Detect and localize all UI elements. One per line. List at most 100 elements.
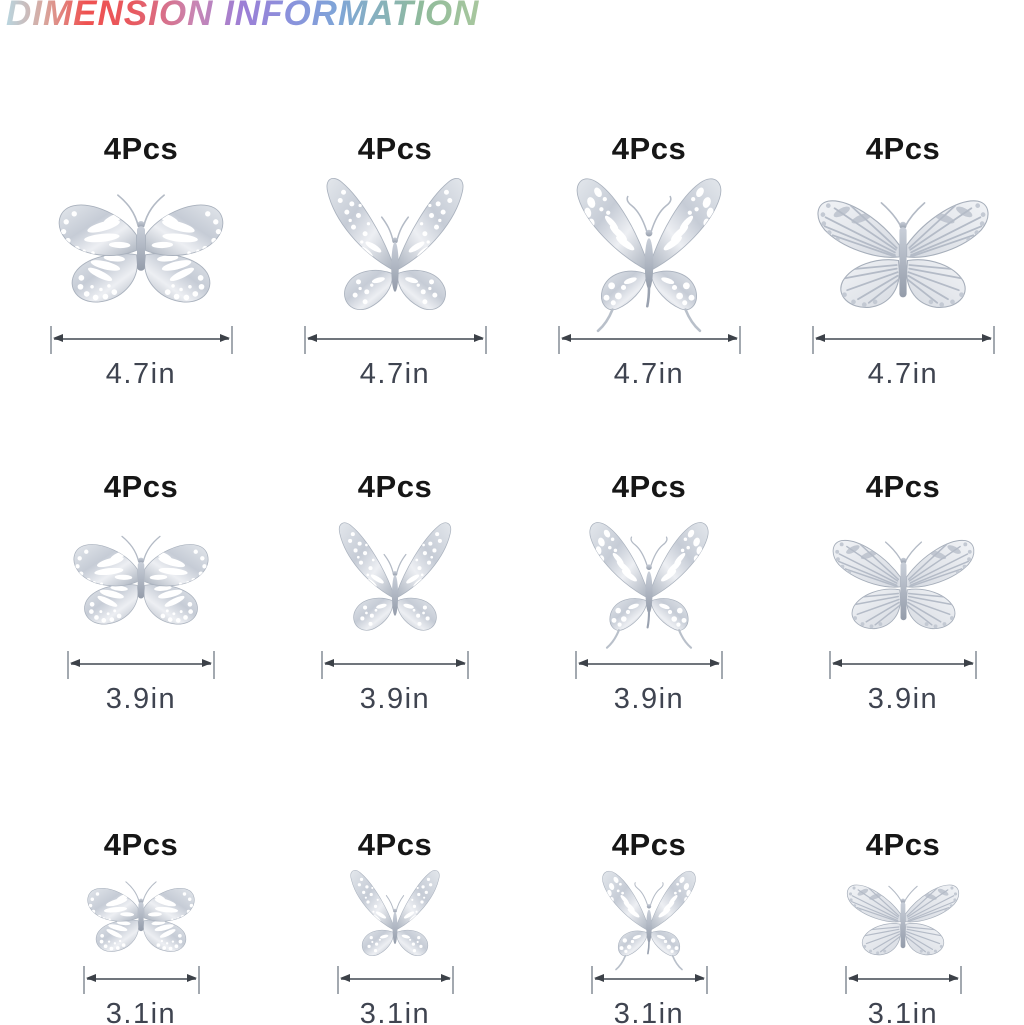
dimension-arrow — [82, 966, 200, 994]
arrow-end-bar-left — [67, 651, 69, 679]
arrow-line — [307, 338, 483, 340]
pcs-count-label: 4Pcs — [865, 469, 941, 504]
product-cell: 4Pcs 4.7in — [522, 132, 776, 391]
arrow-head-right-icon — [727, 334, 738, 342]
arrow-line — [86, 978, 196, 980]
product-cell: 4Pcs 3.1in — [522, 828, 776, 1025]
pcs-count-label: 4Pcs — [611, 827, 687, 862]
dimension-arrow — [49, 326, 233, 354]
arrow-line — [848, 978, 958, 980]
pcs-count-label: 4Pcs — [103, 469, 179, 504]
arrow-end-bar-left — [844, 966, 847, 994]
size-label: 3.1in — [613, 998, 685, 1025]
butterfly-image — [594, 864, 704, 966]
butterfly-image — [327, 506, 463, 651]
size-row-3-1in: 4Pcs 3.1in 4Pcs — [14, 828, 1024, 1025]
dimension-arrow — [575, 651, 723, 679]
arrow-end-bar-right — [959, 966, 962, 994]
product-cell: 4Pcs 3.9in — [14, 470, 268, 716]
arrow-end-bar-right — [975, 651, 977, 679]
product-cell: 4Pcs 3.9in — [268, 470, 522, 716]
dimension-arrow — [557, 326, 741, 354]
arrow-head-right-icon — [186, 974, 197, 982]
arrow-head-right-icon — [440, 974, 451, 982]
arrow-head-left-icon — [578, 659, 588, 667]
arrow-line — [71, 663, 211, 665]
pcs-count-label: 4Pcs — [865, 827, 941, 862]
arrow-line — [594, 978, 704, 980]
arrow-head-left-icon — [593, 974, 604, 982]
product-cell: 4Pcs 3.9in — [522, 470, 776, 716]
butterfly-image — [52, 168, 230, 326]
arrow-head-right-icon — [948, 974, 959, 982]
arrow-head-left-icon — [339, 974, 350, 982]
upswept-lace-butterfly-icon — [327, 511, 463, 647]
arrow-end-bar-right — [992, 326, 995, 354]
wide-veined-butterfly-icon — [844, 868, 962, 962]
size-label: 3.1in — [867, 998, 939, 1025]
arrow-line — [833, 663, 973, 665]
pcs-count-label: 4Pcs — [357, 827, 433, 862]
pcs-count-label: 4Pcs — [103, 827, 179, 862]
arrow-head-right-icon — [710, 659, 720, 667]
arrow-head-right-icon — [473, 334, 484, 342]
arrow-head-right-icon — [964, 659, 974, 667]
product-cell: 4Pcs 3.9in — [776, 470, 1024, 716]
wide-veined-butterfly-icon — [829, 519, 978, 638]
arrow-line — [561, 338, 737, 340]
size-row-4-7in: 4Pcs 4.7in 4Pcs — [14, 132, 1024, 391]
size-label: 4.7in — [105, 358, 177, 390]
size-row-3-9in: 4Pcs 3.9in 4Pcs — [14, 470, 1024, 716]
arrow-line — [325, 663, 465, 665]
spread-dotted-butterfly-icon — [52, 180, 230, 314]
wide-veined-butterfly-icon — [813, 175, 993, 319]
arrow-end-bar-right — [705, 966, 708, 994]
arrow-head-right-icon — [202, 659, 212, 667]
arrow-end-bar-right — [451, 966, 454, 994]
arrow-head-left-icon — [306, 334, 317, 342]
dimension-arrow — [844, 966, 962, 994]
pcs-count-label: 4Pcs — [611, 469, 687, 504]
arrow-head-right-icon — [219, 334, 230, 342]
butterfly-image — [564, 168, 734, 326]
size-label: 3.9in — [105, 683, 177, 715]
size-label: 4.7in — [867, 358, 939, 390]
arrow-head-left-icon — [85, 974, 96, 982]
arrow-end-bar-left — [303, 326, 306, 354]
size-label: 3.1in — [105, 998, 177, 1025]
dimension-arrow — [303, 326, 487, 354]
arrow-end-bar-right — [484, 326, 487, 354]
arrow-head-left-icon — [814, 334, 825, 342]
swallowtail-spotted-butterfly-icon — [579, 507, 719, 651]
dimension-arrow — [336, 966, 454, 994]
pcs-count-label: 4Pcs — [865, 131, 941, 166]
butterfly-image — [579, 506, 719, 651]
butterfly-image — [83, 864, 199, 966]
arrow-head-left-icon — [847, 974, 858, 982]
arrow-head-left-icon — [52, 334, 63, 342]
size-label: 3.9in — [359, 683, 431, 715]
product-cell: 4Pcs 3.1in — [268, 828, 522, 1025]
pcs-count-label: 4Pcs — [611, 131, 687, 166]
arrow-end-bar-right — [197, 966, 200, 994]
arrow-head-left-icon — [70, 659, 80, 667]
arrow-end-bar-right — [230, 326, 233, 354]
butterfly-image — [68, 506, 214, 651]
product-cell: 4Pcs 4.7in — [14, 132, 268, 391]
arrow-head-left-icon — [324, 659, 334, 667]
arrow-line — [53, 338, 229, 340]
upswept-lace-butterfly-icon — [312, 164, 478, 330]
spread-dotted-butterfly-icon — [68, 524, 214, 634]
arrow-head-right-icon — [694, 974, 705, 982]
pcs-count-label: 4Pcs — [357, 469, 433, 504]
arrow-end-bar-right — [467, 651, 469, 679]
page-title: DIMENSION INFORMATION — [6, 0, 479, 34]
arrow-line — [815, 338, 991, 340]
dimension-arrow — [321, 651, 469, 679]
dimension-arrow — [590, 966, 708, 994]
spread-dotted-butterfly-icon — [83, 872, 199, 959]
arrow-end-bar-left — [590, 966, 593, 994]
arrow-head-left-icon — [832, 659, 842, 667]
arrow-end-bar-left — [82, 966, 85, 994]
